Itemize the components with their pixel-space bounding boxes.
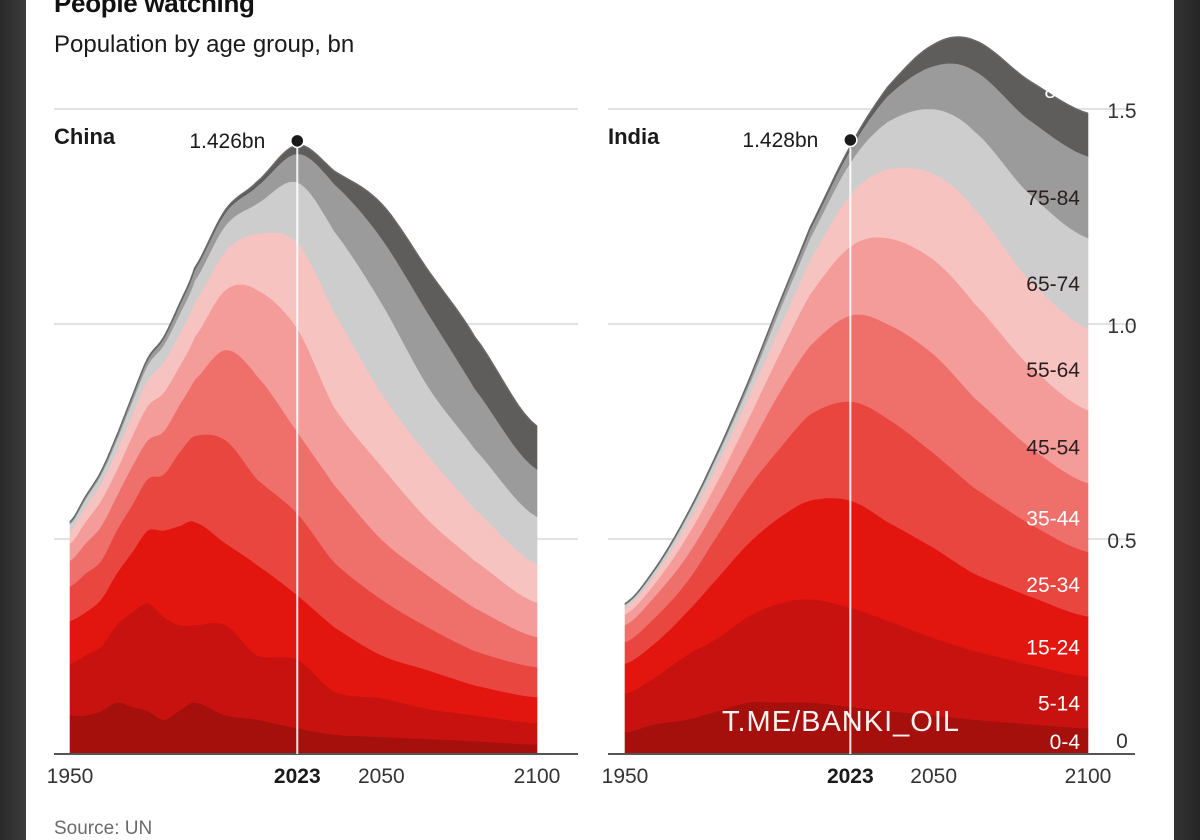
y-axis: 0 0.5 1.0 1.5 (1107, 100, 1136, 753)
source-note: Source: UN (54, 818, 153, 839)
x-tick-label: 1950 (47, 765, 94, 788)
age-label: 85+ (1044, 80, 1080, 103)
panel-title: India (608, 124, 660, 149)
screen-frame-left (0, 0, 26, 840)
panel-title: China (54, 124, 116, 149)
annotation-label: 1.426bn (189, 130, 265, 153)
age-label: 75-84 (1026, 187, 1080, 210)
age-label: 35-44 (1026, 508, 1080, 531)
age-label: 25-34 (1026, 574, 1080, 597)
x-tick-label: 2100 (1065, 765, 1112, 788)
chart-subtitle: Population by age group, bn (54, 31, 355, 58)
x-tick-label: 2050 (910, 765, 957, 788)
age-label: 5-14 (1038, 692, 1080, 715)
china-chart: 1.426bn China 1950 2023 2050 2100 (47, 108, 578, 788)
india-chart: 1.428bn India 1950 2023 2050 2100 0-4 5-14 15-24… (602, 36, 1135, 788)
y-tick-label: 0.5 (1107, 530, 1136, 553)
x-tick-label: 2023 (274, 765, 321, 788)
total-outline (69, 144, 538, 523)
age-label: 65-74 (1026, 273, 1080, 296)
annotation-label: 1.428bn (742, 129, 818, 152)
x-tick-label: 2100 (514, 765, 561, 788)
x-tick-label: 2050 (358, 765, 405, 788)
y-tick-label: 1.0 (1107, 315, 1136, 338)
watermark: T.ME/BANKI_OIL (722, 706, 960, 738)
x-tick-label: 1950 (602, 765, 649, 788)
age-label: 45-54 (1026, 437, 1080, 460)
chart-title: People watching (54, 0, 255, 18)
age-label: 55-64 (1026, 359, 1080, 382)
peak-marker (290, 133, 305, 149)
age-label: 0-4 (1050, 731, 1081, 754)
age-label: 15-24 (1026, 637, 1080, 660)
total-outline (624, 36, 1089, 605)
y-tick-label: 1.5 (1107, 100, 1136, 123)
screen-frame-right (1174, 0, 1200, 840)
peak-marker (843, 132, 858, 148)
y-tick-label: 0 (1116, 730, 1128, 753)
x-tick-label: 2023 (827, 765, 874, 788)
